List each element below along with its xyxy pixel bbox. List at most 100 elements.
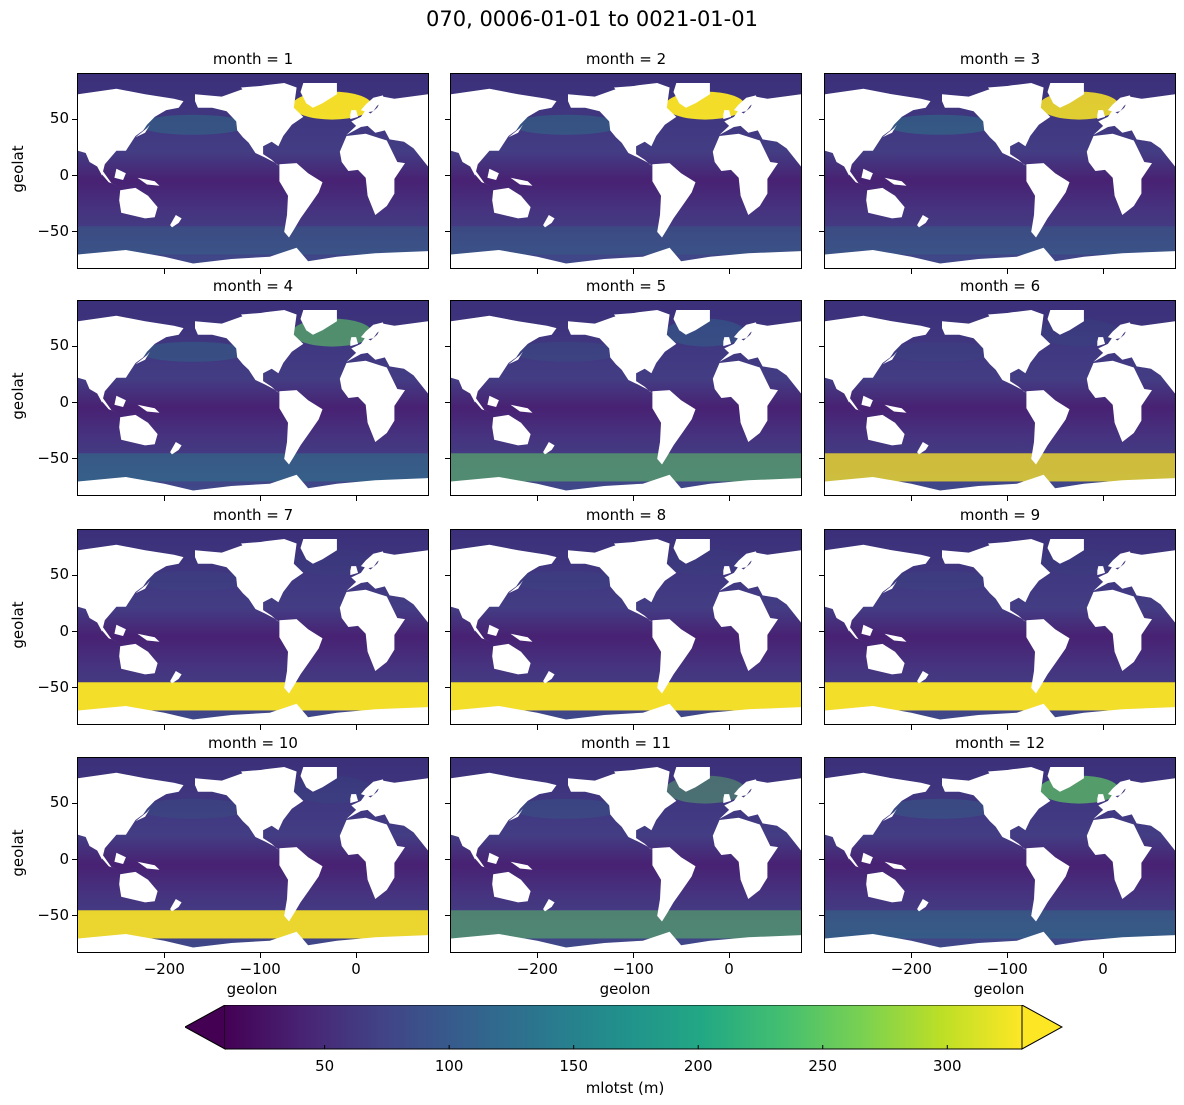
land-mask <box>487 624 499 636</box>
ytick-mark <box>72 175 77 176</box>
panel-title: month = 9 <box>959 506 1041 524</box>
southern-ocean-mld <box>825 226 1175 255</box>
land-mask <box>1086 817 1152 899</box>
map-panel <box>77 73 429 269</box>
land-mask <box>723 794 731 804</box>
xtick-mark <box>355 496 357 501</box>
southern-ocean-mld <box>78 682 428 711</box>
xtick-mark <box>1006 953 1008 958</box>
land-mask <box>451 474 801 495</box>
land-mask <box>848 853 866 870</box>
panel-title: month = 1 <box>212 50 294 68</box>
land-mask <box>712 133 778 215</box>
ytick-mark <box>445 687 450 689</box>
ytick-mark <box>445 345 450 347</box>
land-mask <box>487 168 499 180</box>
colorbar-gradient <box>225 1005 1022 1049</box>
land-mask <box>1097 566 1105 576</box>
land-mask <box>300 83 337 108</box>
xtick-mark <box>1102 496 1104 501</box>
xtick-mark <box>259 725 261 730</box>
xtick-label: −100 <box>986 960 1028 978</box>
ytick-mark <box>819 458 824 460</box>
land-mask <box>861 624 873 636</box>
ytick-label: 0 <box>59 392 69 411</box>
southern-ocean-mld <box>451 682 801 711</box>
land-mask <box>78 315 184 403</box>
land-mask <box>346 550 428 623</box>
land-mask <box>1107 779 1132 797</box>
land-mask <box>1107 551 1132 569</box>
colorbar-tick-label: 300 <box>932 1057 962 1075</box>
ytick-label: 0 <box>59 621 69 640</box>
map-panel <box>824 757 1176 953</box>
southern-ocean-mld <box>451 453 801 482</box>
ytick-mark <box>819 802 824 804</box>
xtick-mark <box>355 953 357 958</box>
xtick-mark <box>259 496 261 501</box>
xtick-mark <box>163 269 165 274</box>
ytick-label: 0 <box>59 849 69 868</box>
land-mask <box>866 414 905 446</box>
land-mask <box>119 187 158 219</box>
colorbar-extend-min <box>183 1004 226 1050</box>
land-mask <box>988 312 1036 322</box>
colorbar-tick-label: 250 <box>808 1057 838 1075</box>
land-mask <box>723 110 731 120</box>
southern-ocean-mld <box>451 910 801 939</box>
xtick-mark <box>1006 496 1008 501</box>
land-mask <box>451 703 801 724</box>
panel-title: month = 12 <box>955 734 1045 752</box>
land-mask <box>114 852 126 864</box>
map-panel <box>77 300 429 496</box>
southern-ocean-mld <box>825 453 1175 482</box>
xtick-mark <box>163 725 165 730</box>
xtick-mark <box>728 953 730 958</box>
ytick-mark <box>445 118 450 120</box>
land-mask <box>487 395 499 407</box>
land-mask <box>360 322 385 340</box>
land-mask <box>350 110 358 120</box>
land-mask <box>712 589 778 671</box>
land-mask <box>988 769 1036 779</box>
land-mask <box>719 778 801 851</box>
land-mask <box>1107 322 1132 340</box>
panel-title: month = 10 <box>208 734 298 752</box>
land-mask <box>917 442 929 455</box>
land-mask <box>510 177 533 186</box>
land-mask <box>568 83 677 167</box>
land-mask <box>712 360 778 442</box>
xtick-mark <box>1102 953 1104 958</box>
land-mask <box>78 247 428 268</box>
xtick-mark <box>632 496 634 501</box>
heatmap-svg <box>451 74 801 268</box>
panel-title: month = 11 <box>581 734 671 752</box>
land-mask <box>673 539 710 564</box>
land-mask <box>241 85 289 95</box>
xtick-mark <box>910 953 912 958</box>
land-mask <box>673 83 710 108</box>
land-mask <box>170 442 182 455</box>
ytick-mark <box>72 402 77 403</box>
land-mask <box>1086 133 1152 215</box>
land-mask <box>137 404 160 413</box>
land-mask <box>1026 163 1070 238</box>
xtick-mark <box>355 269 357 274</box>
land-mask <box>942 83 1051 167</box>
land-mask <box>487 852 499 864</box>
ytick-mark <box>72 802 77 804</box>
land-mask <box>195 539 304 623</box>
land-mask <box>360 779 385 797</box>
land-mask <box>568 310 677 394</box>
land-mask <box>346 778 428 851</box>
land-mask <box>942 310 1051 394</box>
land-mask <box>568 767 677 851</box>
map-panel <box>450 73 802 269</box>
land-mask <box>917 215 929 228</box>
ytick-label: 50 <box>49 565 69 584</box>
land-mask <box>825 315 931 403</box>
land-mask <box>1047 539 1084 564</box>
land-mask <box>170 899 182 912</box>
land-mask <box>241 541 289 551</box>
land-mask <box>474 625 492 642</box>
